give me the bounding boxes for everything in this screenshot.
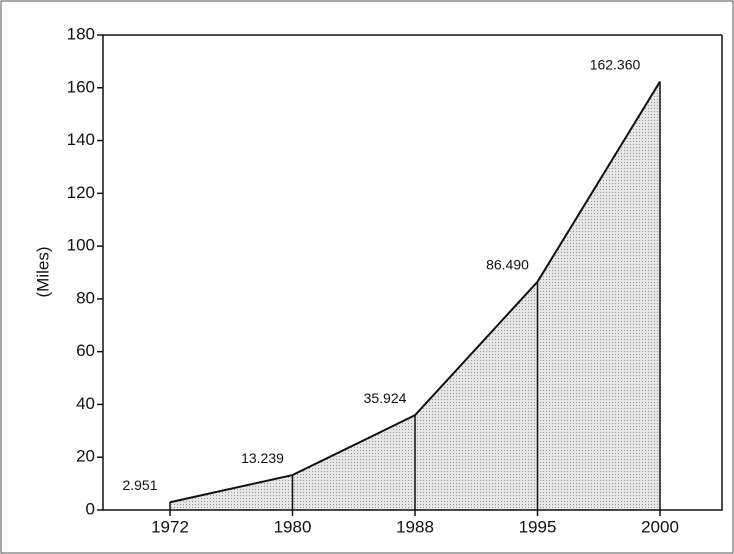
value-label: 13.239 — [241, 450, 284, 466]
y-tick-label: 160 — [67, 77, 95, 96]
x-tick-label: 1995 — [519, 517, 557, 536]
x-tick-label: 1972 — [151, 517, 189, 536]
x-tick-label: 1988 — [396, 517, 434, 536]
value-label: 35.924 — [364, 390, 407, 406]
value-label: 162.360 — [590, 56, 641, 72]
chart: (Miles) 2.951 13.239 35.924 86.490 162.360 0 2… — [0, 0, 734, 554]
y-tick-label: 180 — [67, 24, 95, 43]
value-label: 86.490 — [486, 256, 529, 272]
y-tick-label: 20 — [76, 447, 95, 466]
value-label: 2.951 — [122, 477, 157, 493]
y-tick-label: 40 — [76, 394, 95, 413]
y-tick-label: 120 — [67, 183, 95, 202]
y-tick-label: 60 — [76, 341, 95, 360]
page: (Miles) 2.951 13.239 35.924 86.490 162.360 0 2… — [0, 0, 734, 554]
x-tick-label: 2000 — [641, 517, 679, 536]
x-tick-label: 1980 — [274, 517, 312, 536]
y-tick-label: 100 — [67, 236, 95, 255]
y-tick-label: 140 — [67, 130, 95, 149]
y-tick-label: 80 — [76, 288, 95, 307]
y-axis-label: (Miles) — [33, 247, 52, 298]
y-tick-label: 0 — [86, 499, 95, 518]
